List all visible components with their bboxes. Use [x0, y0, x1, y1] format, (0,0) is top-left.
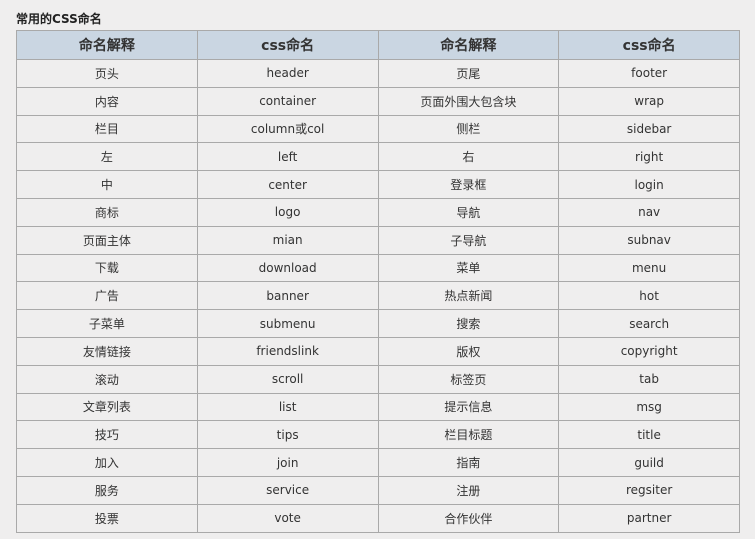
- table-row: 服务 service 注册 regsiter: [16, 475, 740, 505]
- meaning-cell: 子菜单: [16, 309, 198, 338]
- table-row: 友情链接 friendslink 版权 copyright: [16, 336, 740, 366]
- css-name-cell: menu: [558, 253, 740, 283]
- meaning-cell: 标签页: [377, 364, 560, 394]
- meaning-cell: 页尾: [377, 59, 560, 88]
- column-header: css命名: [558, 30, 740, 60]
- css-name-cell: center: [196, 170, 379, 199]
- meaning-cell: 子导航: [377, 225, 560, 255]
- css-name-cell: msg: [558, 392, 740, 422]
- css-name-cell: partner: [558, 503, 740, 533]
- css-name-cell: regsiter: [558, 475, 740, 505]
- css-name-cell: sidebar: [558, 114, 740, 144]
- page-title: 常用的CSS命名: [16, 12, 102, 26]
- css-name-cell: submenu: [196, 309, 379, 338]
- css-name-cell: banner: [196, 281, 379, 311]
- table-row: 栏目 column或col 侧栏 sidebar: [16, 114, 740, 144]
- table-row: 左 left 右 right: [16, 142, 740, 172]
- meaning-cell: 文章列表: [16, 392, 198, 422]
- meaning-cell: 滚动: [16, 364, 198, 394]
- meaning-cell: 菜单: [377, 253, 560, 283]
- meaning-cell: 广告: [16, 281, 198, 311]
- meaning-cell: 友情链接: [16, 336, 198, 366]
- column-header: css命名: [196, 30, 379, 60]
- meaning-cell: 中: [16, 170, 198, 199]
- meaning-cell: 内容: [16, 86, 198, 116]
- column-header: 命名解释: [16, 30, 198, 60]
- css-name-cell: scroll: [196, 364, 379, 394]
- css-name-cell: logo: [196, 197, 379, 227]
- table-row: 投票 vote 合作伙伴 partner: [16, 503, 740, 533]
- meaning-cell: 提示信息: [377, 392, 560, 422]
- css-name-cell: copyright: [558, 336, 740, 366]
- meaning-cell: 侧栏: [377, 114, 560, 144]
- css-name-cell: column或col: [196, 114, 379, 144]
- css-name-cell: subnav: [558, 225, 740, 255]
- table-row: 子菜单 submenu 搜索 search: [16, 309, 740, 338]
- meaning-cell: 登录框: [377, 170, 560, 199]
- meaning-cell: 栏目标题: [377, 420, 560, 450]
- header-row: 命名解释 css命名 命名解释 css命名: [16, 30, 740, 60]
- table-row: 文章列表 list 提示信息 msg: [16, 392, 740, 422]
- meaning-cell: 页面外围大包含块: [377, 86, 560, 116]
- meaning-cell: 注册: [377, 475, 560, 505]
- table-row: 广告 banner 热点新闻 hot: [16, 281, 740, 311]
- table-row: 加入 join 指南 guild: [16, 448, 740, 477]
- table-row: 页头 header 页尾 footer: [16, 59, 740, 88]
- column-header: 命名解释: [377, 30, 560, 60]
- css-name-cell: wrap: [558, 86, 740, 116]
- table-row: 页面主体 mian 子导航 subnav: [16, 225, 740, 255]
- meaning-cell: 商标: [16, 197, 198, 227]
- meaning-cell: 页头: [16, 59, 198, 88]
- meaning-cell: 右: [377, 142, 560, 172]
- css-name-cell: tips: [196, 420, 379, 450]
- meaning-cell: 投票: [16, 503, 198, 533]
- css-name-cell: header: [196, 59, 379, 88]
- css-name-cell: left: [196, 142, 379, 172]
- meaning-cell: 栏目: [16, 114, 198, 144]
- css-name-cell: service: [196, 475, 379, 505]
- css-name-cell: vote: [196, 503, 379, 533]
- table-row: 下载 download 菜单 menu: [16, 253, 740, 283]
- meaning-cell: 导航: [377, 197, 560, 227]
- table-row: 中 center 登录框 login: [16, 170, 740, 199]
- meaning-cell: 服务: [16, 475, 198, 505]
- meaning-cell: 加入: [16, 448, 198, 477]
- meaning-cell: 热点新闻: [377, 281, 560, 311]
- css-name-cell: tab: [558, 364, 740, 394]
- meaning-cell: 下载: [16, 253, 198, 283]
- css-naming-table: 命名解释 css命名 命名解释 css命名 页头 header 页尾 footer 内容 con…: [16, 30, 740, 533]
- meaning-cell: 搜索: [377, 309, 560, 338]
- css-name-cell: container: [196, 86, 379, 116]
- css-name-cell: login: [558, 170, 740, 199]
- meaning-cell: 页面主体: [16, 225, 198, 255]
- meaning-cell: 合作伙伴: [377, 503, 560, 533]
- css-name-cell: hot: [558, 281, 740, 311]
- css-name-cell: footer: [558, 59, 740, 88]
- css-name-cell: join: [196, 448, 379, 477]
- table-row: 内容 container 页面外围大包含块 wrap: [16, 86, 740, 116]
- css-name-cell: right: [558, 142, 740, 172]
- css-name-cell: nav: [558, 197, 740, 227]
- css-name-cell: guild: [558, 448, 740, 477]
- table-row: 滚动 scroll 标签页 tab: [16, 364, 740, 394]
- css-name-cell: list: [196, 392, 379, 422]
- meaning-cell: 技巧: [16, 420, 198, 450]
- table-row: 技巧 tips 栏目标题 title: [16, 420, 740, 450]
- meaning-cell: 指南: [377, 448, 560, 477]
- meaning-cell: 左: [16, 142, 198, 172]
- meaning-cell: 版权: [377, 336, 560, 366]
- css-name-cell: friendslink: [196, 336, 379, 366]
- css-name-cell: mian: [196, 225, 379, 255]
- css-name-cell: search: [558, 309, 740, 338]
- css-name-cell: download: [196, 253, 379, 283]
- table-row: 商标 logo 导航 nav: [16, 197, 740, 227]
- css-name-cell: title: [558, 420, 740, 450]
